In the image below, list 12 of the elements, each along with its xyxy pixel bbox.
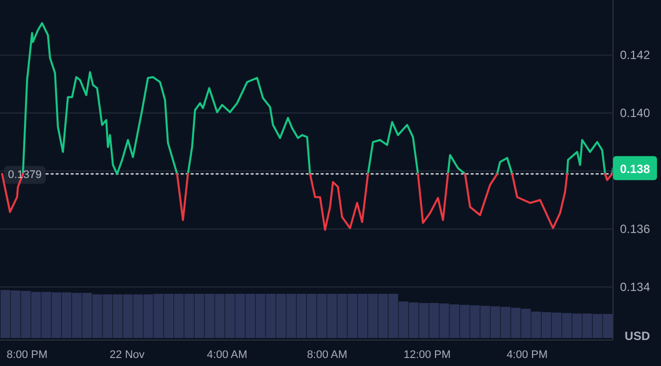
- x-tick-label: 22 Nov: [110, 349, 146, 361]
- y-axis-title: USD: [624, 329, 650, 343]
- y-tick-label: 0.136: [620, 222, 650, 236]
- y-tick-label: 0.142: [620, 48, 650, 62]
- annotation: 0.138: [620, 162, 650, 176]
- x-tick-label: 4:00 AM: [206, 349, 248, 361]
- x-tick-label: 4:00 PM: [506, 349, 548, 361]
- x-tick-label: 12:00 PM: [404, 349, 451, 361]
- x-tick-label: 8:00 AM: [306, 349, 348, 361]
- y-tick-label: 0.140: [620, 106, 650, 120]
- y-tick-label: 0.134: [620, 280, 650, 294]
- x-tick-label: 8:00 PM: [6, 349, 48, 361]
